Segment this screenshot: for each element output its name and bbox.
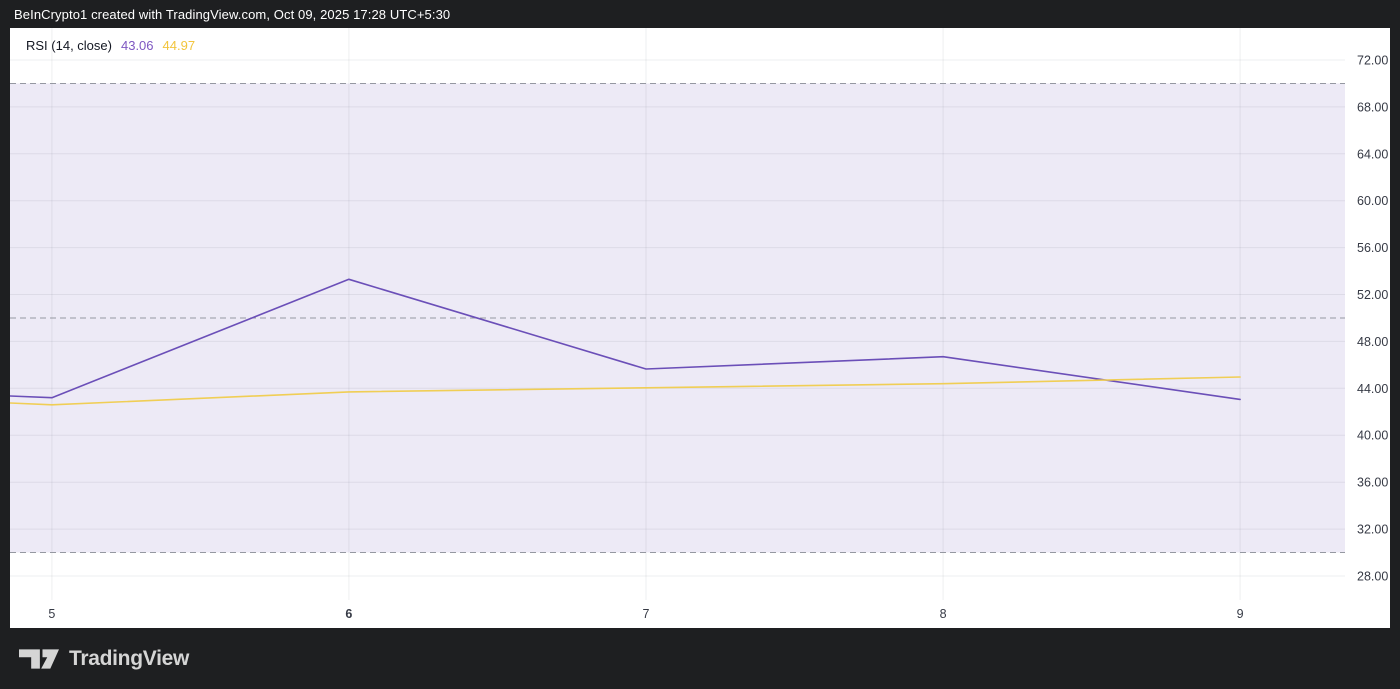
y-axis-label[interactable]: 40.00 [1357, 429, 1388, 443]
x-axis-label[interactable]: 8 [940, 607, 947, 621]
y-axis-label[interactable]: 52.00 [1357, 288, 1388, 302]
y-axis-label[interactable]: 28.00 [1357, 570, 1388, 584]
x-axis-label[interactable]: 7 [643, 607, 650, 621]
y-axis-label[interactable]: 36.00 [1357, 476, 1388, 490]
footer-bar: TradingView [0, 628, 1400, 689]
legend-rsi-value: 43.06 [120, 37, 154, 53]
attribution-bar: BeInCrypto1 created with TradingView.com… [0, 0, 1400, 28]
x-axis-label[interactable]: 5 [48, 607, 55, 621]
attribution-text: BeInCrypto1 created with TradingView.com… [14, 6, 451, 22]
x-axis-label[interactable]: 6 [345, 607, 352, 621]
chart-panel[interactable]: 72.00 68.00 64.00 60.00 56.00 52.00 48.00 44.00… [10, 28, 1390, 628]
y-axis-label[interactable]: 48.00 [1357, 335, 1388, 349]
rsi-ma-line [10, 376, 1241, 406]
legend-ma-value: 44.97 [162, 37, 196, 53]
tradingview-logo-icon [19, 648, 59, 669]
rsi-line [10, 278, 1241, 401]
y-axis-label[interactable]: 44.00 [1357, 382, 1388, 396]
tradingview-brand[interactable]: TradingView [19, 647, 189, 671]
x-axis-label[interactable]: 9 [1237, 607, 1244, 621]
y-axis-label[interactable]: 64.00 [1357, 147, 1388, 161]
indicator-legend[interactable]: RSI (14, close) 43.06 44.97 [26, 35, 195, 55]
legend-title: RSI (14, close) [26, 37, 112, 53]
y-axis-label[interactable]: 72.00 [1357, 54, 1388, 68]
rsi-chart-canvas[interactable]: 72.00 68.00 64.00 60.00 56.00 52.00 48.00 44.00… [10, 28, 1390, 628]
tradingview-brand-text: TradingView [69, 646, 190, 670]
y-axis-label[interactable]: 56.00 [1357, 241, 1388, 255]
y-axis-label[interactable]: 60.00 [1357, 194, 1388, 208]
y-axis-label[interactable]: 68.00 [1357, 100, 1388, 114]
y-axis-label[interactable]: 32.00 [1357, 523, 1388, 537]
